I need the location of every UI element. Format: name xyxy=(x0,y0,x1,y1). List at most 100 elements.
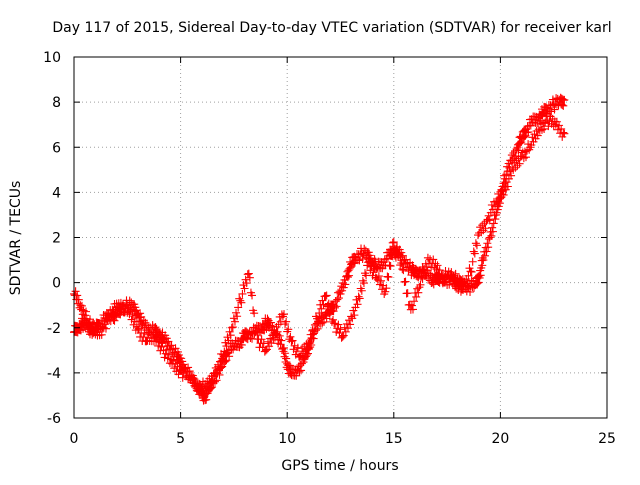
data-point xyxy=(297,366,306,375)
data-point xyxy=(398,265,407,274)
data-point xyxy=(139,333,148,342)
data-point xyxy=(451,269,460,278)
data-point xyxy=(315,309,324,318)
data-point xyxy=(478,261,487,270)
x-tick-label: 15 xyxy=(385,431,403,447)
data-point xyxy=(487,231,496,240)
data-point xyxy=(381,287,390,296)
data-point xyxy=(453,274,462,283)
data-point xyxy=(482,247,491,256)
data-point xyxy=(423,253,432,262)
y-tick-label: -6 xyxy=(47,411,61,427)
data-point xyxy=(560,95,569,104)
data-point xyxy=(345,264,354,273)
data-point xyxy=(334,320,343,329)
data-point xyxy=(226,331,235,340)
data-point xyxy=(297,359,306,368)
data-point xyxy=(162,345,171,354)
data-point xyxy=(81,311,90,320)
y-tick-label: 2 xyxy=(52,231,61,247)
data-point xyxy=(472,241,481,250)
data-point xyxy=(73,291,82,300)
data-point xyxy=(383,272,392,281)
data-point xyxy=(350,311,359,320)
data-point xyxy=(467,267,476,276)
x-tick-label: 5 xyxy=(176,431,185,447)
data-point xyxy=(275,331,284,340)
data-point xyxy=(235,294,244,303)
data-point xyxy=(341,280,350,289)
data-point xyxy=(282,317,291,326)
data-point xyxy=(416,280,425,289)
data-point xyxy=(445,280,454,289)
data-point xyxy=(468,257,477,266)
data-point xyxy=(491,215,500,224)
data-point xyxy=(322,291,331,300)
data-point xyxy=(269,335,278,344)
data-point xyxy=(484,243,493,252)
data-point xyxy=(244,269,253,278)
data-point xyxy=(410,297,419,306)
data-point xyxy=(560,129,569,138)
data-point xyxy=(277,336,286,345)
data-point xyxy=(408,305,417,314)
data-point xyxy=(76,301,85,310)
data-point xyxy=(396,261,405,270)
data-point xyxy=(122,300,131,309)
data-point xyxy=(325,309,334,318)
data-point xyxy=(292,347,301,356)
data-point xyxy=(390,246,399,255)
data-point xyxy=(412,292,421,301)
y-tick-label: 4 xyxy=(52,185,61,201)
data-point xyxy=(284,325,293,334)
data-point xyxy=(88,320,97,329)
y-axis-label: SDTVAR / TECUs xyxy=(8,181,24,296)
data-point xyxy=(394,252,403,261)
data-point xyxy=(346,320,355,329)
data-point xyxy=(521,153,530,162)
data-point xyxy=(391,244,400,253)
data-point xyxy=(243,270,252,279)
data-point xyxy=(399,266,408,275)
data-point xyxy=(136,309,145,318)
data-point xyxy=(101,324,110,333)
data-point xyxy=(392,242,401,251)
data-point xyxy=(524,128,533,137)
axis-tick-labels: 0 5 10 15 20 25 -6 -4 -2 0 2 4 6 8 10 xyxy=(43,50,616,447)
data-point xyxy=(476,271,485,280)
grid-layer xyxy=(74,57,607,418)
data-point xyxy=(318,296,327,305)
data-point xyxy=(386,262,395,271)
data-point xyxy=(280,310,289,319)
data-point xyxy=(240,284,249,293)
data-point xyxy=(471,239,480,248)
data-point xyxy=(140,329,149,338)
data-point xyxy=(515,159,524,168)
data-point xyxy=(334,294,343,303)
data-point xyxy=(236,296,245,305)
data-point xyxy=(499,190,508,199)
data-point xyxy=(469,247,478,256)
data-point xyxy=(107,310,116,319)
data-point xyxy=(353,300,362,309)
data-point xyxy=(74,295,83,304)
data-points xyxy=(70,93,569,405)
data-point xyxy=(214,365,223,374)
data-point xyxy=(403,289,412,298)
data-point xyxy=(397,258,406,267)
data-point xyxy=(295,367,304,376)
data-point xyxy=(238,289,247,298)
data-point xyxy=(224,336,233,345)
data-point xyxy=(359,279,368,288)
data-point xyxy=(385,261,394,270)
data-point xyxy=(384,273,393,282)
data-point xyxy=(259,339,268,348)
data-point xyxy=(407,301,416,310)
data-point xyxy=(317,304,326,313)
data-point xyxy=(479,256,488,265)
data-point xyxy=(246,334,255,343)
data-point xyxy=(305,339,314,348)
data-point xyxy=(232,308,241,317)
data-point xyxy=(480,251,489,260)
data-point xyxy=(389,238,398,247)
